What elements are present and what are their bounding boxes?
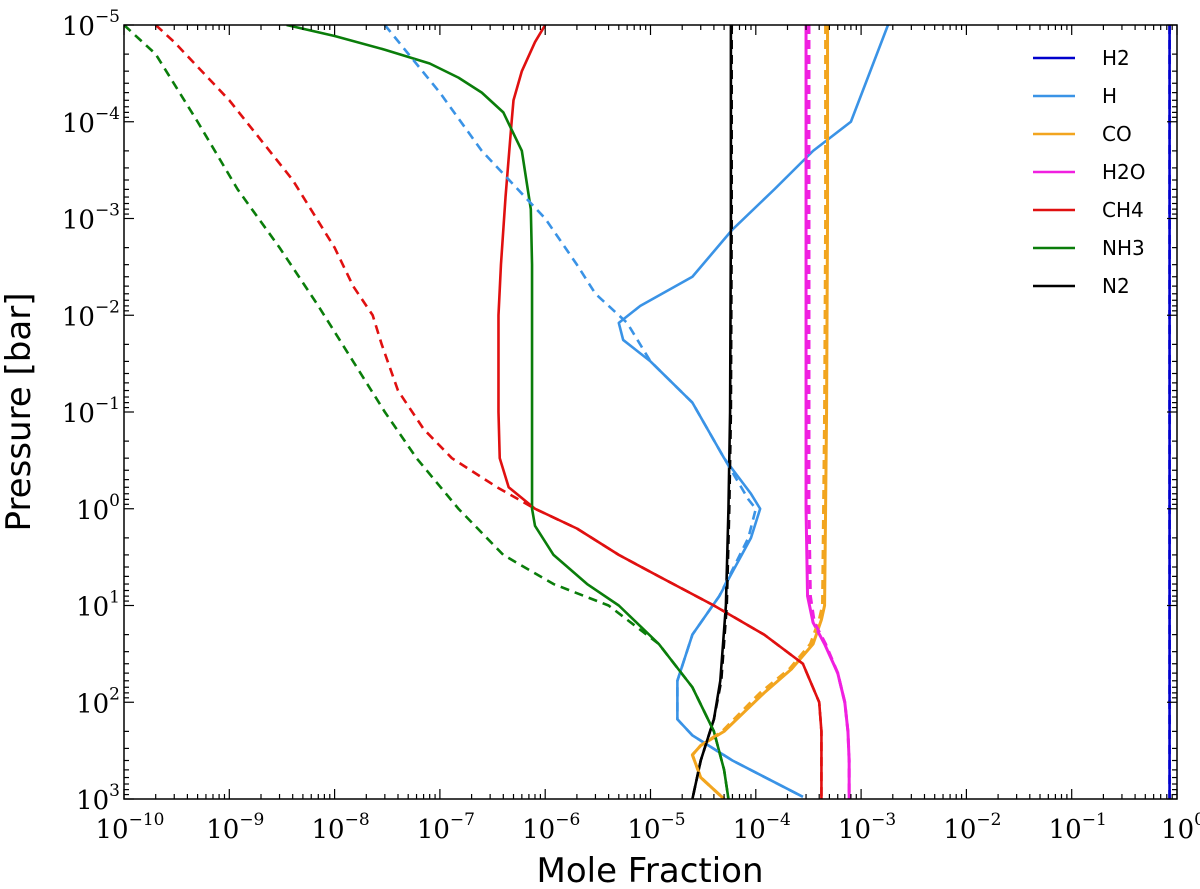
y-tick-label: 102 — [76, 684, 120, 719]
x-tick-label: 10−10 — [96, 810, 165, 845]
legend-label-h2: H2 — [1102, 46, 1130, 70]
series-layer — [124, 25, 1171, 799]
legend-label-n2: N2 — [1102, 274, 1130, 298]
x-tick-label: 10−7 — [417, 810, 475, 845]
y-tick-label: 103 — [76, 781, 120, 816]
x-tick-label: 10−9 — [206, 810, 264, 845]
series-line-h — [617, 25, 890, 798]
x-tick-labels: 10−10 10−9 10−8 10−7 10−6 10−5 10−4 10−3 10−2 10−… — [96, 810, 1200, 845]
y-tick-label: 10−5 — [62, 7, 120, 42]
legend-label-nh3: NH3 — [1102, 236, 1145, 260]
series-line-co-dashed — [690, 25, 828, 799]
y-tick-label: 10−1 — [62, 394, 120, 429]
x-tick-label: 10−3 — [838, 810, 896, 845]
series-line-n2-dashed — [691, 25, 733, 799]
legend-label-h2o: H2O — [1102, 160, 1146, 184]
x-tick-label: 10−2 — [943, 810, 1001, 845]
x-tick-label: 10−4 — [733, 810, 791, 845]
x-tick-label: 10−8 — [312, 810, 370, 845]
legend-label-co: CO — [1102, 122, 1132, 146]
plot-area — [124, 25, 1177, 799]
plot-frame — [123, 24, 1178, 800]
series-line-ch4-dashed — [154, 25, 823, 799]
legend-label-ch4: CH4 — [1102, 198, 1144, 222]
y-axis-label: Pressure [bar] — [0, 293, 39, 532]
x-tick-label: 100 — [1161, 810, 1200, 845]
x-axis-label: Mole Fraction — [536, 851, 763, 889]
series-line-h-dashed — [383, 25, 804, 798]
series-line-nh3-dashed — [124, 25, 730, 799]
y-tick-label: 101 — [76, 588, 120, 623]
series-line-h2o-dashed — [807, 25, 851, 799]
y-tick-label: 10−2 — [62, 297, 120, 332]
x-tick-label: 10−6 — [522, 810, 580, 845]
y-tick-label: 100 — [76, 491, 120, 526]
legend-label-h: H — [1102, 84, 1117, 108]
y-tick-labels: 10−5 10−4 10−3 10−2 10−1 100 101 102 103 — [62, 7, 120, 816]
y-tick-label: 10−3 — [62, 201, 120, 236]
y-tick-label: 10−4 — [62, 104, 120, 139]
x-tick-label: 10−5 — [627, 810, 685, 845]
legend: H2 H CO H2O CH4 NH3 N2 — [1033, 46, 1146, 298]
x-tick-label: 10−1 — [1049, 810, 1107, 845]
